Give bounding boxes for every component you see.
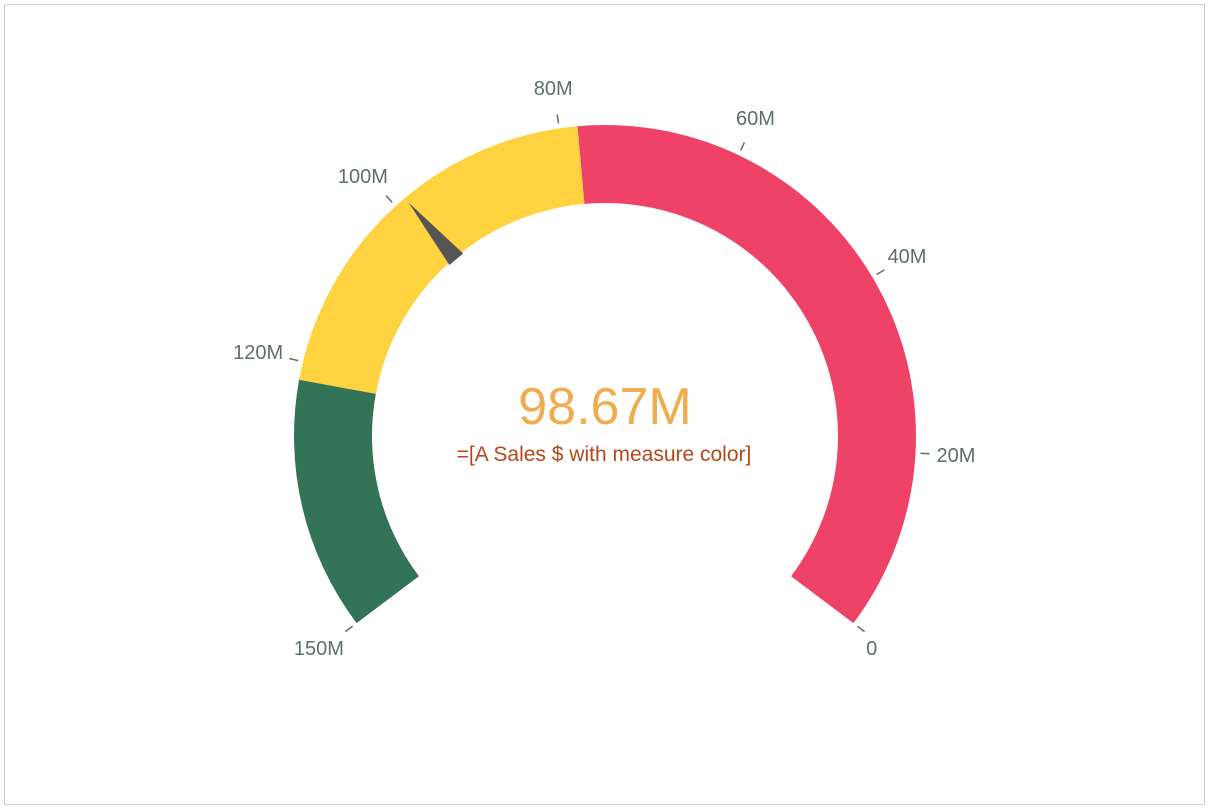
gauge-tick-label-1: 20M — [936, 445, 975, 467]
gauge-tick-label-4: 80M — [534, 78, 573, 100]
gauge-band-0 — [577, 124, 917, 624]
gauge-ticks: 0 20M 40M 60M 80M 100M 120M 150M — [233, 78, 975, 660]
gauge-needle — [408, 202, 464, 266]
gauge-tick-label-0: 0 — [866, 638, 877, 660]
gauge-tick-label-7: 150M — [294, 638, 344, 660]
gauge-tick-6 — [289, 357, 299, 362]
gauge-needle-group — [408, 202, 464, 266]
gauge-tick-label-5: 100M — [338, 166, 388, 188]
gauge-measure-label: =[A Sales $ with measure color] — [457, 443, 752, 466]
gauge-tick-label-2: 40M — [888, 246, 927, 268]
gauge-band-2 — [293, 379, 419, 624]
gauge-tick-label-3: 60M — [736, 108, 775, 130]
gauge-band-1 — [299, 126, 585, 394]
gauge-bands — [293, 124, 917, 624]
gauge-tick-5 — [385, 195, 393, 203]
gauge-tick-4 — [556, 114, 560, 124]
gauge-tick-7 — [344, 625, 354, 633]
gauge-tick-label-6: 120M — [233, 342, 283, 364]
gauge-tick-3 — [739, 142, 746, 151]
gauge-value: 98.67M — [518, 378, 691, 436]
gauge-tick-0 — [856, 625, 866, 633]
gauge-tick-2 — [876, 269, 885, 276]
